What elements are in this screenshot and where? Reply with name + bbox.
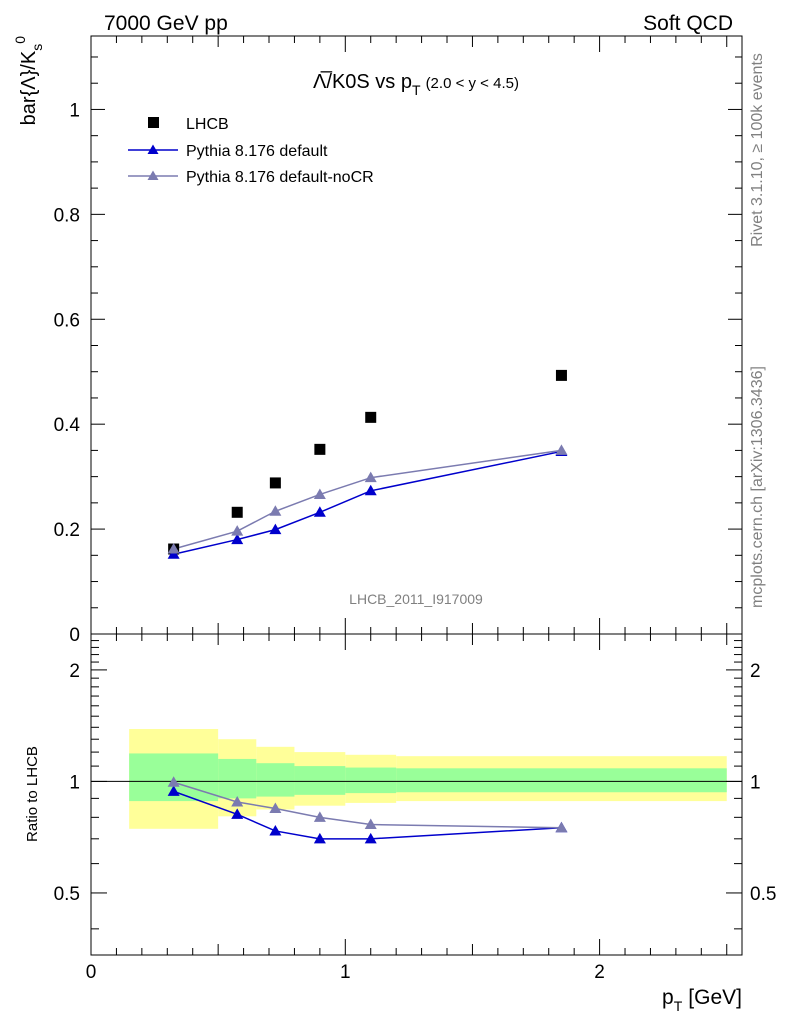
uncertainty-band-inner	[294, 766, 346, 795]
main-y-tick-label: 1	[69, 100, 80, 121]
uncertainty-band-inner	[396, 768, 727, 793]
lhcb-data-point	[365, 411, 377, 423]
ratio-line-nocr	[173, 781, 562, 829]
ratio-y-tick-label-right: 1	[750, 772, 761, 793]
ratio-point-nocr	[555, 821, 568, 833]
main-y-tick-label: 0.4	[54, 415, 81, 436]
ratio-y-tick-label: 0.5	[54, 884, 80, 905]
ratio-point-nocr	[231, 795, 244, 807]
legend-label-default: Pythia 8.176 default	[186, 143, 328, 160]
ratio-point-nocr	[167, 776, 180, 787]
ratio-point-default	[313, 832, 326, 844]
default-point	[269, 523, 282, 535]
uncertainty-band-inner	[218, 758, 257, 799]
ratio-y-tick-label: 1	[69, 772, 80, 793]
x-tick-label: 1	[340, 962, 351, 983]
ratio-point-nocr	[269, 802, 282, 814]
ratio-y-tick-label-right: 0.5	[750, 884, 776, 905]
uncertainty-band-inner	[256, 763, 295, 797]
ratio-y-tick-label-right: 2	[750, 661, 761, 682]
nocr-point	[313, 488, 326, 499]
lhcb-data-point	[269, 477, 281, 489]
lhcb-data-point	[314, 443, 326, 455]
analysis-watermark: LHCB_2011_I917009	[349, 591, 483, 607]
legend: LHCB Pythia 8.176 default Pythia 8.176 d…	[128, 116, 374, 186]
header-category-label: Soft QCD	[643, 12, 733, 35]
main-y-axis-label: bar{Λ}/Ks0	[12, 36, 45, 126]
main-plot: Λ̅/K0S vs pT (2.0 < y < 4.5) bar{Λ}/Ks0 L…	[12, 35, 743, 646]
legend-marker-default	[147, 144, 159, 154]
uncertainty-band-inner	[345, 767, 397, 794]
mcplots-label: mcplots.cern.ch [arXiv:1306.3436]	[749, 366, 766, 608]
lhcb-data-point	[231, 506, 243, 518]
lhcb-data-point	[555, 369, 567, 381]
rivet-version-label: Rivet 3.1.10, ≥ 100k events	[749, 53, 766, 247]
nocr-point	[269, 505, 282, 516]
nocr-point	[167, 543, 180, 554]
legend-label-lhcb: LHCB	[186, 116, 229, 133]
nocr-point	[364, 471, 377, 483]
x-tick-label: 0	[86, 962, 97, 983]
main-y-tick-label: 0.2	[54, 520, 80, 541]
ratio-line-default	[173, 790, 562, 840]
default-point	[364, 484, 377, 496]
x-tick-label: 2	[594, 962, 605, 983]
ratio-y-axis-label: Ratio to LHCB	[24, 746, 41, 842]
header-energy-label: 7000 GeV pp	[104, 12, 228, 35]
ratio-point-default	[269, 824, 282, 836]
main-y-tick-label: 0.8	[54, 205, 80, 226]
x-axis-label: pT [GeV]	[662, 986, 742, 1014]
ratio-plot-frame	[90, 633, 743, 956]
ratio-y-tick-label: 2	[69, 661, 80, 682]
ratio-point-default	[167, 785, 180, 796]
ratio-point-default	[364, 832, 377, 844]
ratio-point-nocr	[313, 811, 326, 822]
legend-label-nocr: Pythia 8.176 default-noCR	[186, 169, 374, 186]
series-line-nocr	[173, 449, 562, 550]
ratio-point-nocr	[364, 818, 377, 830]
legend-marker-nocr	[147, 170, 159, 180]
ratio-plot: 0.5 0.5 1 1 2 2 0 1 2 Ratio to LHCB pT [GeV]	[24, 633, 776, 1014]
default-point	[313, 506, 326, 517]
main-plot-title: Λ̅/K0S vs pT (2.0 < y < 4.5)	[313, 70, 519, 98]
nocr-point	[231, 525, 244, 536]
nocr-point	[555, 444, 568, 455]
main-y-tick-label: 0	[69, 625, 80, 646]
default-point	[231, 533, 244, 545]
ratio-point-default	[231, 808, 244, 819]
legend-marker-lhcb	[148, 117, 159, 128]
main-y-tick-label: 0.6	[54, 310, 80, 331]
series-line-default	[173, 450, 562, 555]
